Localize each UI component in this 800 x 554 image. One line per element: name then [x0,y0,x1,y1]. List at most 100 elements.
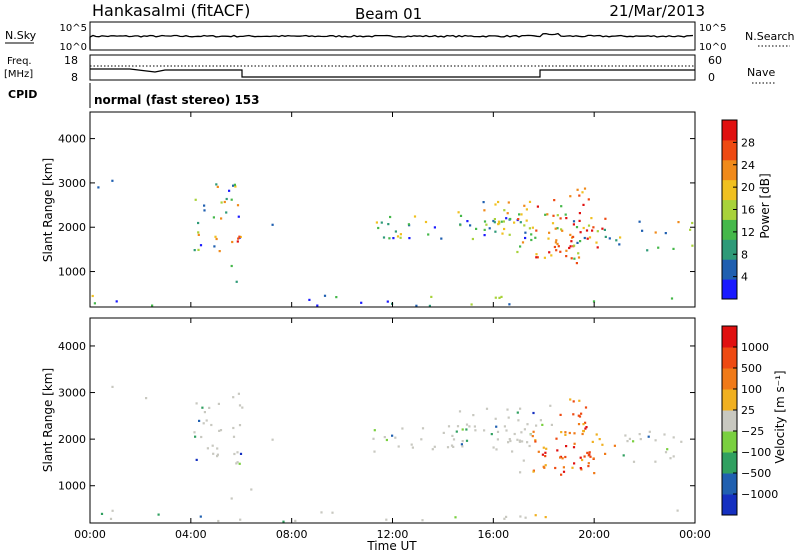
echo-cell [488,227,491,230]
echo-cell [569,195,572,198]
echo-cell [521,241,525,244]
echo-cell [536,205,539,208]
velocity-y-axis: 1000 2000 3000 4000 [58,340,695,493]
echo-cell [601,443,604,446]
echo-cell [494,296,497,299]
y-tick-label: 2000 [58,433,86,446]
echo-cell [523,204,526,207]
echo-cell [490,433,493,436]
echo-cell [564,433,567,436]
echo-cell [576,188,579,191]
echo-cell [632,460,636,463]
echo-cell [447,425,451,428]
echo-cell [203,411,206,414]
echo-cell [526,423,529,426]
echo-cell [573,244,576,247]
echo-cell [459,214,463,217]
echo-cell [236,451,239,454]
echo-cell [308,298,311,301]
echo-cell [589,455,592,458]
nave-label: Nave [747,66,775,79]
echo-cell [524,516,527,519]
colorbar-cell [722,239,737,260]
echo-cell [197,248,200,251]
colorbar-cell [722,139,737,161]
echo-cell [670,297,674,300]
echo-cell [389,215,392,219]
echo-cell [593,472,596,475]
colorbar-cell [722,179,737,201]
echo-cell [528,200,532,203]
echo-cell [503,209,506,212]
nave-tick-bottom: 0 [708,71,715,84]
echo-cell [238,462,241,465]
echo-cell [500,295,503,298]
echo-cell [456,425,460,428]
echo-cell [519,471,522,474]
echo-cell [622,454,625,457]
velocity-panel-frame [89,317,696,524]
echo-cell [549,404,552,407]
echo-cell [399,233,402,236]
colorbar-tick-label: 1000 [741,341,769,354]
echo-cell [217,402,220,405]
echo-cell [385,518,388,521]
echo-cell [111,385,114,388]
power-colorbar-label: Power [dB] [758,173,772,238]
echo-cell [544,464,547,467]
echo-cell [572,223,575,226]
echo-cell [237,237,240,240]
echo-cell [424,220,428,224]
echo-cell [615,239,618,242]
x-tick-label: 04:00 [175,528,207,541]
echo-cell [536,256,539,259]
echo-cell [581,432,584,436]
echo-cell [564,455,567,459]
beam-label: Beam 01 [355,5,422,23]
echo-cell [553,245,556,249]
echo-cell [524,231,527,234]
echo-cell [215,183,218,186]
echo-cell [508,438,511,441]
echo-cell [535,253,538,256]
echo-cell [452,438,456,441]
echo-cell [519,245,522,248]
echo-cell [572,400,575,403]
echo-cell [497,220,501,223]
echo-cell [556,214,559,217]
echo-cell [234,185,237,188]
y-tick-label: 4000 [58,340,86,353]
echo-cell [217,519,220,523]
echo-cell [579,456,582,459]
echo-cell [596,246,599,249]
echo-cell [587,462,590,465]
nsky-tick-bottom: 10^0 [60,42,87,53]
echo-cell [572,413,575,416]
echo-cell [548,231,551,234]
echo-cell [385,438,388,442]
echo-cell [483,220,487,223]
echo-cell [542,446,545,449]
echo-cell [100,512,104,515]
echo-cell [380,221,383,224]
freq-panel [89,54,696,81]
echo-cell [559,250,562,253]
echo-cell [544,455,547,458]
echo-cell [669,457,672,460]
echo-cell [587,465,590,468]
echo-cell [672,436,675,439]
echo-cell [676,509,679,512]
echo-cell [578,194,581,197]
echo-cell [232,435,236,438]
freq-tick-bottom: 8 [71,71,78,84]
echo-cell [632,440,635,443]
colorbar-cell [722,120,737,141]
echo-cell [282,520,285,523]
echo-cell [565,445,568,448]
echo-cell [220,201,223,204]
echo-cell [157,513,160,516]
echo-cell [672,247,675,250]
echo-cell [503,227,506,231]
echo-cell [466,220,469,223]
echo-cell [502,220,505,223]
